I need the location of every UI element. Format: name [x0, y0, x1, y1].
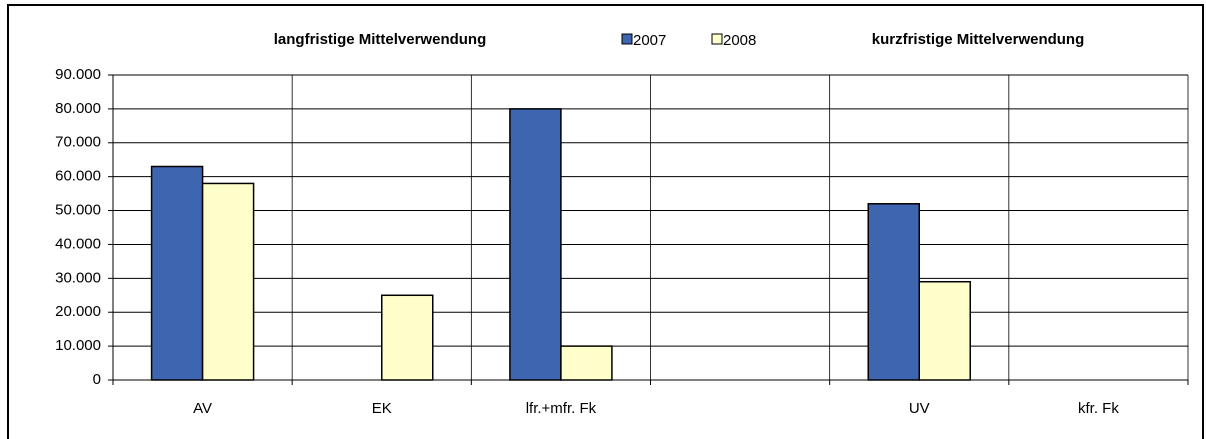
bar: [560, 345, 613, 381]
x-tick-label: UV: [909, 400, 930, 417]
legend-label: 2007: [633, 32, 666, 49]
y-tick-label: 40.000: [55, 235, 101, 252]
bar: [381, 294, 434, 381]
x-tick-label: lfr.+mfr. Fk: [526, 400, 597, 417]
y-tick-label: 0: [93, 371, 101, 388]
x-tick-label: EK: [372, 400, 392, 417]
annotation: kurzfristige Mittelverwendung: [872, 31, 1085, 48]
y-tick-label: 30.000: [55, 269, 101, 286]
legend-swatch: [711, 33, 723, 45]
y-tick-label: 10.000: [55, 337, 101, 354]
x-tick-label: kfr. Fk: [1078, 400, 1119, 417]
y-tick-label: 60.000: [55, 168, 101, 185]
y-tick-label: 50.000: [55, 202, 101, 219]
y-tick-label: 80.000: [55, 100, 101, 117]
y-tick-label: 20.000: [55, 303, 101, 320]
y-tick-label: 90.000: [55, 66, 101, 83]
bar: [918, 280, 971, 381]
bar: [509, 108, 562, 381]
annotation: langfristige Mittelverwendung: [274, 31, 487, 48]
x-tick-label: AV: [193, 400, 212, 417]
bar: [201, 182, 255, 381]
legend-swatch: [621, 33, 633, 45]
legend-label: 2008: [723, 32, 756, 49]
bar: [150, 165, 204, 381]
y-tick-label: 70.000: [55, 134, 101, 151]
bar: [867, 203, 920, 381]
